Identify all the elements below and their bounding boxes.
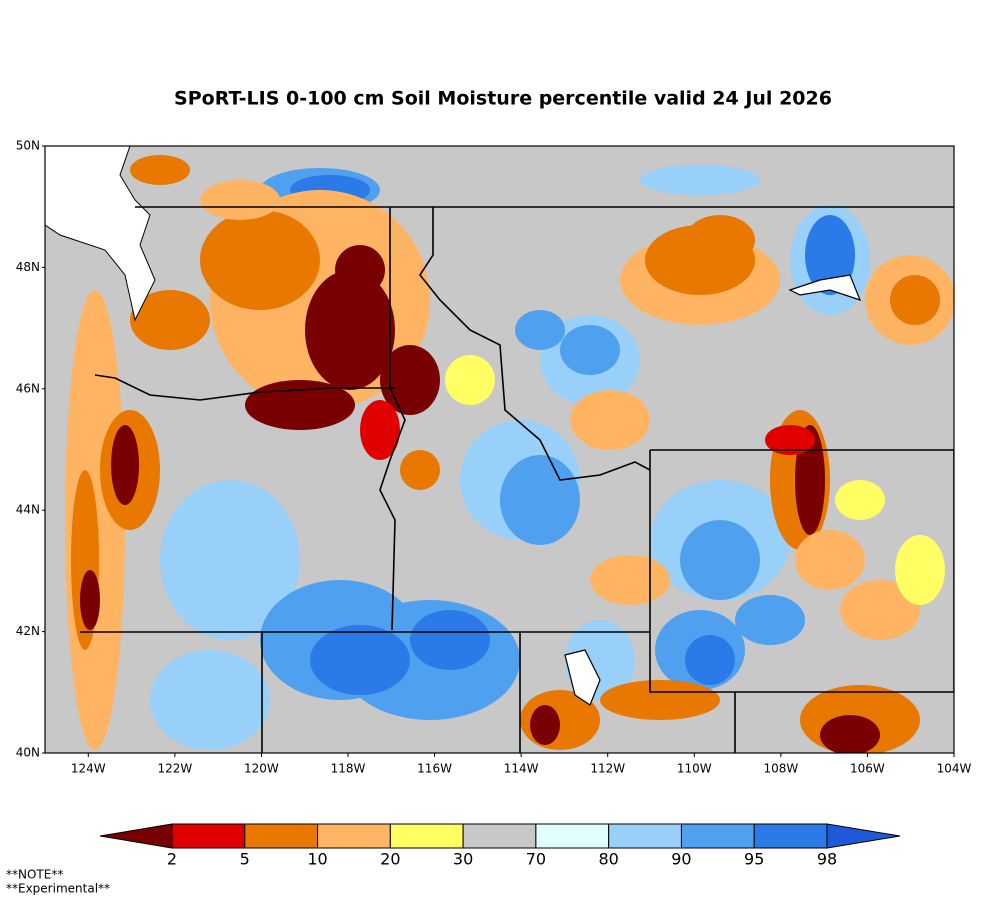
longitude-label: 106W: [850, 762, 885, 776]
latitude-label: 44N: [16, 503, 40, 517]
moisture-region: [590, 555, 670, 605]
moisture-region: [685, 215, 755, 265]
colorbar-box: [171, 823, 246, 849]
moisture-region: [805, 215, 855, 295]
moisture-region: [820, 715, 880, 753]
colorbar-box: [317, 823, 391, 849]
moisture-region: [410, 610, 490, 670]
colorbar-label: 90: [671, 850, 691, 869]
moisture-region: [130, 155, 190, 185]
water-bodies: [45, 146, 862, 706]
colorbar-label: 70: [526, 850, 546, 869]
moisture-region: [570, 390, 650, 450]
colorbar-box: [244, 823, 319, 849]
moisture-region: [400, 450, 440, 490]
moisture-region: [680, 520, 760, 600]
note: **NOTE**: [6, 868, 63, 882]
latitude-label: 46N: [16, 381, 40, 395]
moisture-region: [530, 705, 560, 745]
moisture-region: [150, 650, 270, 750]
state-borders: [80, 206, 954, 753]
moisture-region: [500, 455, 580, 545]
longitude-label: 104W: [937, 762, 972, 776]
colorbar-box: [680, 823, 755, 849]
moisture-region: [840, 580, 920, 640]
moisture-region: [310, 625, 410, 695]
longitude-label: 116W: [417, 762, 452, 776]
colorbar-label: 30: [453, 850, 473, 869]
moisture-region: [305, 270, 395, 390]
moisture-region: [685, 635, 735, 685]
moisture-region: [735, 595, 805, 645]
longitude-label: 112W: [590, 762, 625, 776]
longitude-label: 118W: [331, 762, 366, 776]
colorbar-box: [608, 823, 682, 849]
longitude-label: 120W: [244, 762, 279, 776]
moisture-region: [445, 355, 495, 405]
colorbar-label: 95: [744, 850, 764, 869]
colorbar-label: 20: [380, 850, 400, 869]
longitude-label: 114W: [504, 762, 539, 776]
colorbar-label: 2: [167, 850, 177, 869]
moisture-region: [130, 290, 210, 350]
moisture-region: [765, 425, 815, 455]
longitude-label: 110W: [677, 762, 712, 776]
colorbar: 2 5 10 20 30 70 80 90 95 98: [99, 823, 901, 869]
note: **Experimental**: [6, 882, 110, 896]
latitude-label: 42N: [16, 624, 40, 638]
moisture-region: [835, 480, 885, 520]
moisture-region: [160, 480, 300, 640]
colorbar-under: [99, 823, 173, 849]
moisture-region: [890, 275, 940, 325]
map-title: SPoRT-LIS 0-100 cm Soil Moisture percent…: [174, 88, 832, 110]
moisture-region: [335, 245, 385, 295]
colorbar-label: 80: [598, 850, 618, 869]
colorbar-label: 5: [240, 850, 250, 869]
moisture-region: [200, 180, 280, 220]
colorbar-box: [535, 823, 610, 849]
moisture-region: [80, 570, 100, 630]
longitude-label: 122W: [157, 762, 192, 776]
moisture-region: [245, 380, 355, 430]
moisture-region: [600, 680, 720, 720]
colorbar-over: [826, 823, 901, 849]
moisture-region: [895, 535, 945, 605]
latitude-label: 40N: [16, 746, 40, 760]
latitude-label: 48N: [16, 260, 40, 274]
latitude-label: 50N: [16, 139, 40, 153]
moisture-region: [360, 400, 400, 460]
colorbar-label: 98: [817, 850, 837, 869]
moisture-region: [640, 165, 760, 195]
longitude-label: 108W: [763, 762, 798, 776]
map-frame: [44, 145, 955, 754]
moisture-region: [795, 530, 865, 590]
colorbar-label: 10: [307, 850, 327, 869]
colorbar-box: [389, 823, 464, 849]
colorbar-box: [753, 823, 828, 849]
moisture-region: [515, 310, 565, 350]
moisture-region: [560, 325, 620, 375]
moisture-region: [111, 425, 139, 505]
moisture-region: [200, 210, 320, 310]
colorbar-box: [462, 823, 537, 849]
longitude-label: 124W: [71, 762, 106, 776]
